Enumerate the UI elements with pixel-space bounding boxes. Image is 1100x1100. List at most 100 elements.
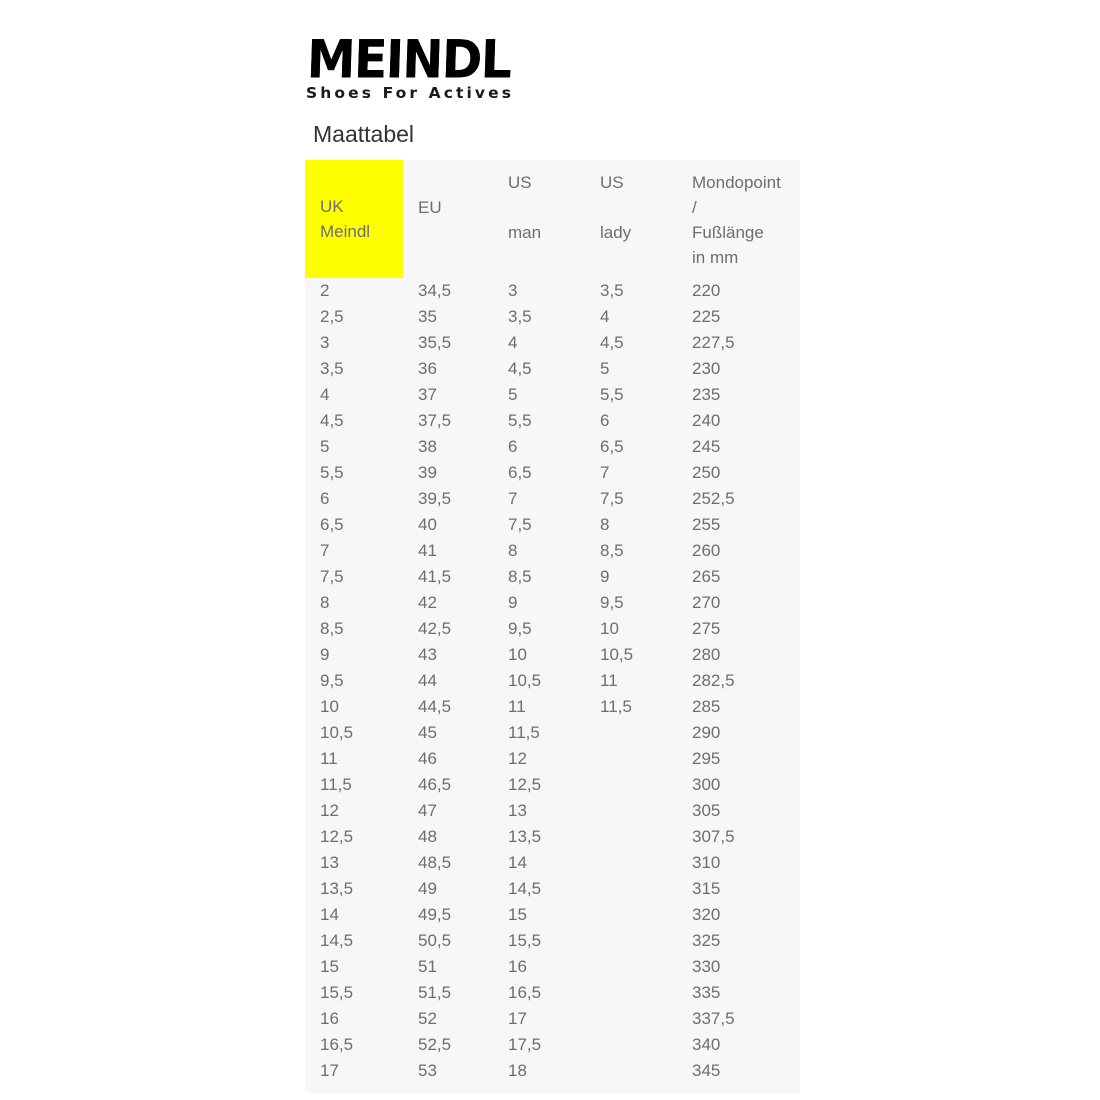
table-cell-us-man: 5,5 [508, 411, 532, 430]
table-cell-us-man: 10,5 [508, 671, 542, 690]
column-header-uk-meindl-line1: UK [320, 196, 344, 216]
table-cell-eu: 52 [418, 1009, 437, 1028]
table-cell-uk-meindl: 11 [320, 749, 338, 768]
table-row: 2 34,5 3 3,5 220 [305, 278, 800, 304]
table-row: 16 52 17 337,5 [305, 1006, 800, 1032]
table-cell-eu: 39 [418, 463, 437, 482]
table-cell-mondopoint: 285 [692, 697, 721, 716]
table-cell-us-lady: 5,5 [600, 385, 624, 404]
table-cell-eu: 41 [418, 541, 437, 560]
table-cell-us-man: 15,5 [508, 931, 542, 950]
table-row: 6,5 40 7,5 8 255 [305, 512, 800, 538]
table-cell-mondopoint: 225 [692, 307, 721, 326]
table-cell-eu: 42,5 [418, 619, 452, 638]
table-cell-mondopoint: 330 [692, 957, 721, 976]
table-cell-us-man: 9,5 [508, 619, 532, 638]
table-row: 7 41 8 8,5 260 [305, 538, 800, 564]
table-cell-eu: 39,5 [418, 489, 452, 508]
table-cell-uk-meindl: 13 [320, 853, 339, 872]
table-cell-us-man: 12 [508, 749, 527, 768]
table-cell-mondopoint: 295 [692, 749, 721, 768]
table-cell-us-lady: 11 [600, 671, 618, 690]
table-cell-eu: 37 [418, 385, 437, 404]
table-cell-eu: 48,5 [418, 853, 452, 872]
table-cell-us-man: 9 [508, 593, 518, 612]
meindl-wordmark-logo: MEINDL MEINDL [306, 27, 513, 82]
svg-text:MEINDL: MEINDL [306, 29, 512, 82]
table-cell-us-man: 18 [508, 1061, 527, 1080]
table-cell-uk-meindl: 3,5 [320, 359, 344, 378]
table-cell-mondopoint: 265 [692, 567, 721, 586]
table-cell-uk-meindl: 9 [320, 645, 330, 664]
table-cell-us-lady [585, 928, 677, 954]
table-cell-us-man: 16 [508, 957, 527, 976]
table-row: 5,5 39 6,5 7 250 [305, 460, 800, 486]
table-cell-us-lady: 11,5 [600, 697, 632, 716]
table-cell-mondopoint: 260 [692, 541, 721, 560]
table-cell-uk-meindl: 7,5 [320, 567, 344, 586]
table-cell-us-lady: 9,5 [600, 593, 624, 612]
column-header-mondopoint: Mondopoint / Fußlänge in mm [677, 160, 800, 278]
table-cell-mondopoint: 337,5 [692, 1009, 735, 1028]
table-cell-us-man: 14 [508, 853, 527, 872]
table-row: 15,5 51,5 16,5 335 [305, 980, 800, 1006]
table-cell-uk-meindl: 4,5 [320, 411, 344, 430]
table-cell-us-man: 17,5 [508, 1035, 542, 1054]
table-cell-us-lady [585, 720, 677, 746]
table-cell-eu: 43 [418, 645, 437, 664]
table-cell-us-lady: 4 [600, 307, 610, 326]
table-cell-us-man: 6,5 [508, 463, 532, 482]
table-cell-eu: 49,5 [418, 905, 452, 924]
table-cell-uk-meindl: 8 [320, 593, 330, 612]
table-cell-eu: 44,5 [418, 697, 452, 716]
table-cell-mondopoint: 305 [692, 801, 721, 820]
table-header-row: UK Meindl EU US man US lady [305, 160, 800, 278]
column-header-us-lady-spacer [600, 195, 671, 220]
table-cell-us-man: 16,5 [508, 983, 542, 1002]
table-row: 14,5 50,5 15,5 325 [305, 928, 800, 954]
table-cell-mondopoint: 280 [692, 645, 721, 664]
table-cell-us-lady: 8,5 [600, 541, 624, 560]
table-cell-eu: 35 [418, 307, 437, 326]
table-cell-us-man: 7 [508, 489, 518, 508]
table-cell-mondopoint: 290 [692, 723, 721, 742]
column-header-uk-meindl: UK Meindl [305, 160, 403, 278]
table-cell-eu: 52,5 [418, 1035, 452, 1054]
table-cell-eu: 37,5 [418, 411, 452, 430]
column-header-mondopoint-line3: Fußlänge [692, 223, 764, 242]
table-cell-us-lady [585, 1032, 677, 1058]
table-cell-eu: 42 [418, 593, 437, 612]
table-cell-mondopoint: 250 [692, 463, 721, 482]
table-cell-us-lady [585, 1006, 677, 1032]
table-cell-uk-meindl: 17 [320, 1061, 339, 1080]
table-row: 11,5 46,5 12,5 300 [305, 772, 800, 798]
table-cell-mondopoint: 340 [692, 1035, 721, 1054]
table-cell-eu: 36 [418, 359, 437, 378]
table-cell-us-lady: 4,5 [600, 333, 624, 352]
table-cell-eu: 49 [418, 879, 437, 898]
table-cell-us-lady [585, 824, 677, 850]
table-cell-eu: 44 [418, 671, 437, 690]
table-row: 12,5 48 13,5 307,5 [305, 824, 800, 850]
table-cell-eu: 41,5 [418, 567, 452, 586]
table-cell-eu: 48 [418, 827, 437, 846]
table-row: 8,5 42,5 9,5 10 275 [305, 616, 800, 642]
table-cell-eu: 50,5 [418, 931, 452, 950]
table-cell-uk-meindl: 12,5 [320, 827, 354, 846]
table-cell-us-lady: 7 [600, 463, 610, 482]
table-cell-mondopoint: 255 [692, 515, 721, 534]
table-cell-mondopoint: 320 [692, 905, 721, 924]
table-cell-mondopoint: 310 [692, 853, 721, 872]
table-cell-uk-meindl: 4 [320, 385, 330, 404]
table-cell-eu: 51,5 [418, 983, 452, 1002]
table-row: 3 35,5 4 4,5 227,5 [305, 330, 800, 356]
table-cell-eu: 46 [418, 749, 437, 768]
table-cell-mondopoint: 345 [692, 1061, 721, 1080]
table-row: 17 53 18 345 [305, 1058, 800, 1084]
table-cell-uk-meindl: 14 [320, 905, 339, 924]
column-header-us-lady-line2: lady [600, 223, 632, 242]
table-cell-us-lady: 6,5 [600, 437, 624, 456]
table-row: 5 38 6 6,5 245 [305, 434, 800, 460]
table-cell-eu: 53 [418, 1061, 437, 1080]
brand-tagline: Shoes For Actives [306, 84, 515, 102]
